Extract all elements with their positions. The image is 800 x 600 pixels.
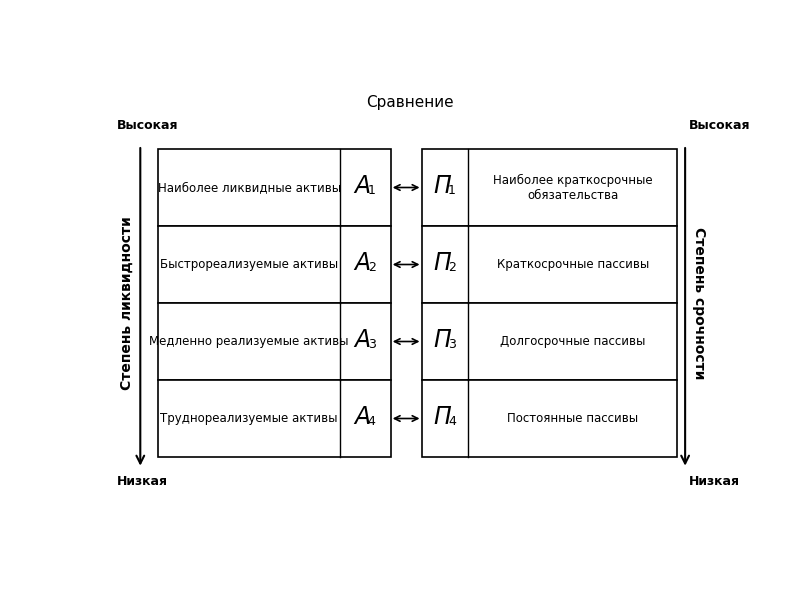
Text: Высокая: Высокая (117, 119, 178, 133)
Text: Наиболее ликвидные активы: Наиболее ликвидные активы (158, 181, 341, 194)
Text: 1: 1 (448, 184, 456, 197)
Text: А: А (354, 174, 370, 198)
Text: 3: 3 (448, 338, 456, 351)
Bar (158, 303, 390, 380)
Bar (158, 380, 390, 457)
Bar (158, 149, 390, 226)
Text: Наиболее краткосрочные
обязательства: Наиболее краткосрочные обязательства (493, 173, 653, 202)
Text: 1: 1 (368, 184, 375, 197)
Text: 4: 4 (368, 415, 375, 428)
Text: Труднореализуемые активы: Труднореализуемые активы (161, 412, 338, 425)
Bar (422, 149, 678, 226)
Text: П: П (433, 174, 450, 198)
Text: 3: 3 (368, 338, 375, 351)
Text: П: П (433, 328, 450, 352)
Text: Низкая: Низкая (117, 475, 168, 488)
Text: Быстрореализуемые активы: Быстрореализуемые активы (160, 258, 338, 271)
Text: Медленно реализуемые активы: Медленно реализуемые активы (150, 335, 349, 348)
Text: А: А (354, 405, 370, 429)
Text: Краткосрочные пассивы: Краткосрочные пассивы (497, 258, 649, 271)
Text: Степень ликвидности: Степень ликвидности (119, 216, 134, 390)
Text: 2: 2 (368, 261, 375, 274)
Text: А: А (354, 328, 370, 352)
Text: Низкая: Низкая (689, 475, 740, 488)
Bar (422, 303, 678, 380)
Bar (422, 380, 678, 457)
Text: П: П (433, 251, 450, 275)
Text: А: А (354, 251, 370, 275)
Bar (158, 226, 390, 303)
Bar (422, 226, 678, 303)
Text: П: П (433, 405, 450, 429)
Text: Сравнение: Сравнение (366, 95, 454, 110)
Text: Степень срочности: Степень срочности (692, 227, 706, 379)
Text: Постоянные пассивы: Постоянные пассивы (507, 412, 638, 425)
Text: 2: 2 (448, 261, 456, 274)
Text: Высокая: Высокая (689, 119, 750, 133)
Text: 4: 4 (448, 415, 456, 428)
Text: Долгосрочные пассивы: Долгосрочные пассивы (500, 335, 646, 348)
